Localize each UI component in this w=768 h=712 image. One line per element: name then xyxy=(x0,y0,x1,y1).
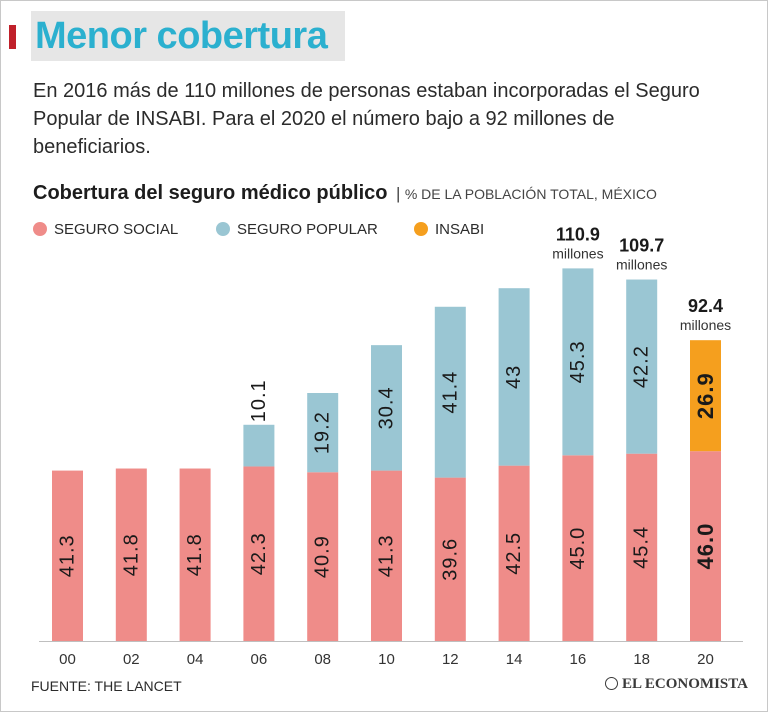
x-tick-label: 16 xyxy=(570,651,587,668)
legend-label: SEGURO SOCIAL xyxy=(54,221,179,238)
bar-value-label: 42.3 xyxy=(248,532,270,575)
bar-value-label: 45.3 xyxy=(567,340,589,383)
x-tick-label: 02 xyxy=(123,651,140,668)
bar-seguro-social-06 xyxy=(243,466,275,641)
legend-item-seguro-social: SEGURO SOCIAL xyxy=(33,221,178,238)
x-tick-label: 18 xyxy=(633,651,650,668)
bar-seguro-social-18 xyxy=(626,453,658,641)
chart-title: Cobertura del seguro médico público xyxy=(33,182,388,204)
bar-seguro-social-04 xyxy=(179,468,211,641)
bar-insabi-20 xyxy=(690,340,721,452)
bar-seguro-popular-14 xyxy=(498,288,530,466)
bar-seguro-social-10 xyxy=(371,470,402,641)
bar-value-label: 26.9 xyxy=(693,372,718,419)
bar-seguro-social-00 xyxy=(52,470,83,641)
legend-item-seguro-popular: SEGURO POPULAR xyxy=(216,221,378,238)
bar-value-label: 39.6 xyxy=(439,538,461,581)
legend-swatch xyxy=(414,222,428,236)
page-title: Menor cobertura xyxy=(31,11,345,61)
legend-label: SEGURO POPULAR xyxy=(237,221,378,238)
bar-value-label: 41.3 xyxy=(376,534,398,577)
total-unit-label: millones xyxy=(616,257,667,273)
total-value-label: 92.4 xyxy=(688,296,723,316)
legend-item-insabi: INSABI xyxy=(414,221,484,238)
x-tick-label: 14 xyxy=(506,651,523,668)
total-value-label: 109.7 xyxy=(619,236,664,256)
bar-seguro-social-02 xyxy=(115,468,147,641)
x-tick-label: 06 xyxy=(251,651,268,668)
brand-logo: EL ECONOMISTA xyxy=(605,676,748,693)
bar-value-label: 10.1 xyxy=(248,379,270,422)
bar-seguro-popular-06 xyxy=(243,424,275,467)
bar-value-label: 46.0 xyxy=(693,523,718,570)
total-unit-label: millones xyxy=(680,317,731,333)
bar-seguro-social-16 xyxy=(562,455,594,641)
bar-value-label: 43 xyxy=(503,365,525,389)
bar-seguro-social-20 xyxy=(690,451,721,641)
bar-value-label: 19.2 xyxy=(312,411,334,454)
x-tick-label: 04 xyxy=(187,651,204,668)
x-tick-label: 20 xyxy=(697,651,714,668)
x-tick-label: 00 xyxy=(59,651,76,668)
legend-swatch xyxy=(216,222,230,236)
bar-value-label: 41.4 xyxy=(439,371,461,414)
bar-seguro-popular-12 xyxy=(434,306,466,478)
bar-value-label: 41.8 xyxy=(120,533,142,576)
intro-text: En 2016 más de 110 millones de personas … xyxy=(33,80,700,158)
title-accent-bar xyxy=(9,25,16,49)
x-tick-label: 08 xyxy=(314,651,331,668)
subtitle-separator: | xyxy=(395,184,401,203)
bar-seguro-social-12 xyxy=(434,477,466,641)
brand-mark-icon xyxy=(605,677,618,690)
bar-seguro-popular-18 xyxy=(626,279,658,454)
legend-swatch xyxy=(33,222,47,236)
x-tick-label: 10 xyxy=(378,651,395,668)
bar-value-label: 40.9 xyxy=(312,535,334,578)
legend-label: INSABI xyxy=(435,221,485,238)
bar-value-label: 45.0 xyxy=(567,527,589,570)
total-unit-label: millones xyxy=(552,245,603,261)
bar-seguro-social-08 xyxy=(307,472,339,641)
bar-seguro-popular-10 xyxy=(371,345,402,471)
bar-value-label: 41.8 xyxy=(184,533,206,576)
bar-seguro-social-14 xyxy=(498,465,530,641)
bar-value-label: 30.4 xyxy=(376,386,398,429)
bar-value-label: 45.4 xyxy=(631,526,653,569)
bar-seguro-popular-08 xyxy=(307,393,339,473)
brand-name: EL ECONOMISTA xyxy=(622,676,748,692)
total-value-label: 110.9 xyxy=(556,224,600,244)
x-tick-label: 12 xyxy=(442,651,459,668)
chart-subtitle: Cobertura del seguro médico público | % … xyxy=(33,182,657,205)
bar-seguro-popular-16 xyxy=(562,268,594,456)
chart-unit-note: % DE LA POBLACIÓN TOTAL, MÉXICO xyxy=(404,186,657,202)
bar-value-label: 42.5 xyxy=(503,532,525,575)
source-note: FUENTE: THE LANCET xyxy=(31,678,182,694)
bar-value-label: 41.3 xyxy=(57,534,79,577)
bar-value-label: 42.2 xyxy=(631,345,653,388)
